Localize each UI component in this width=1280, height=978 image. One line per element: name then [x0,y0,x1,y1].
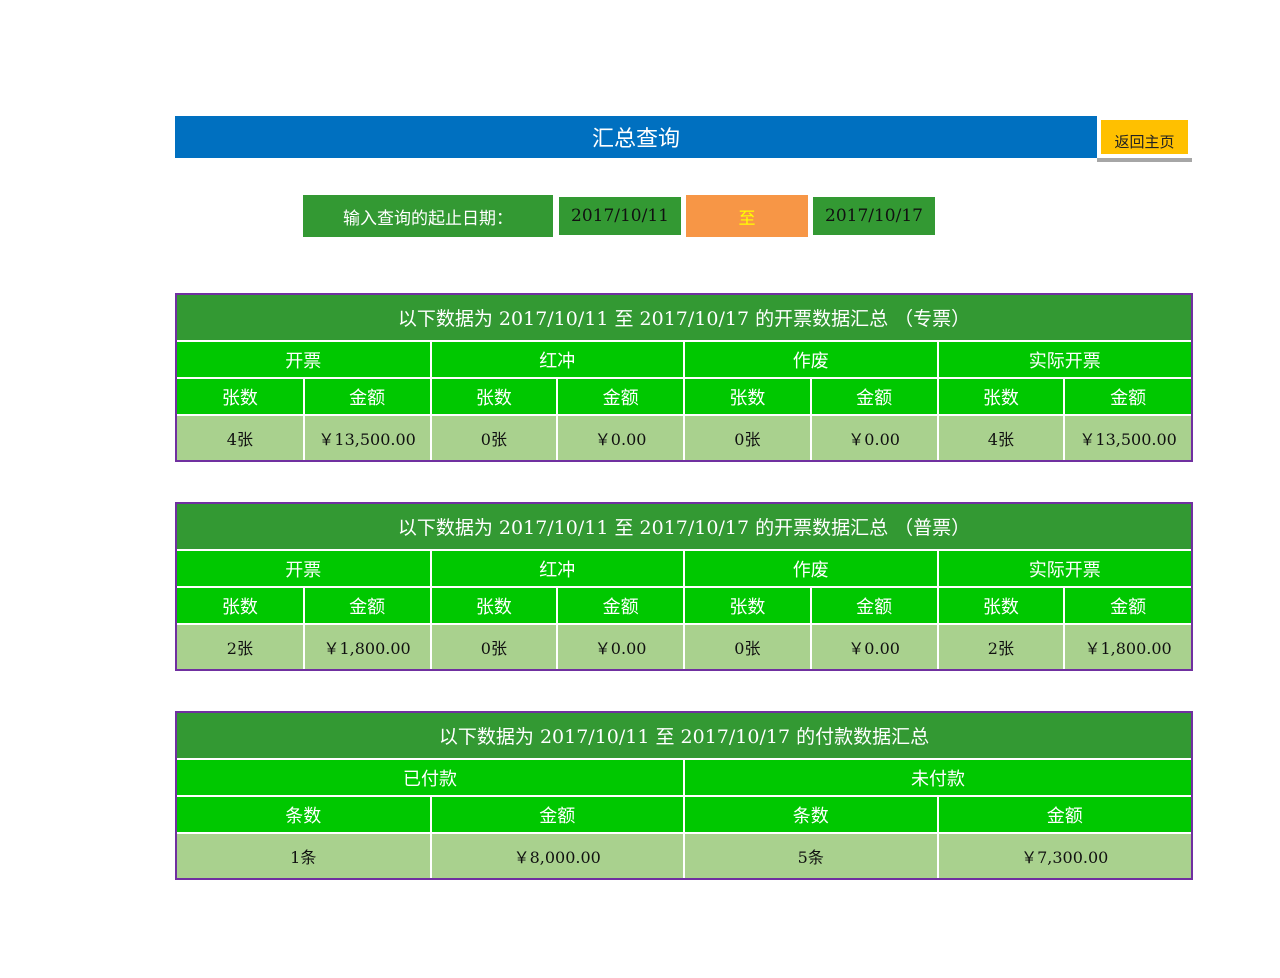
group-header: 实际开票 [936,549,1191,588]
data-cell: ￥0.00 [809,414,939,460]
start-date-field[interactable]: 2017/10/11 [559,197,681,235]
column-header: 张数 [177,586,305,625]
data-cell: ￥0.00 [556,414,685,460]
column-header: 张数 [429,377,559,416]
table-row: 2张 ￥1,800.00 0张 ￥0.00 0张 ￥0.00 2张 ￥1,800.00 [177,623,1191,669]
data-cell: ￥13,500.00 [302,414,432,460]
data-cell: 2张 [936,623,1066,669]
data-cell: 4张 [936,414,1066,460]
date-range-label: 输入查询的起止日期： [303,195,553,237]
group-header: 已付款 [177,758,685,797]
data-cell: ￥0.00 [809,623,939,669]
data-cell: 0张 [429,623,559,669]
group-header: 开票 [177,549,432,588]
column-header: 张数 [683,586,812,625]
data-cell: ￥0.00 [556,623,685,669]
group-header: 实际开票 [936,340,1191,379]
table-title: 以下数据为 2017/10/11 至 2017/10/17 的付款数据汇总 [177,713,1191,760]
column-header: 金额 [429,795,685,834]
normal-invoice-summary: 以下数据为 2017/10/11 至 2017/10/17 的开票数据汇总 （普… [175,502,1193,671]
group-header: 作废 [683,340,939,379]
data-cell: 0张 [683,414,812,460]
data-cell: ￥1,800.00 [1063,623,1191,669]
column-header: 金额 [1063,377,1191,416]
home-button-label: 返回主页 [1101,120,1188,154]
column-header: 条数 [177,795,432,834]
table-title: 以下数据为 2017/10/11 至 2017/10/17 的开票数据汇总 （普… [177,504,1191,551]
column-header: 张数 [177,377,305,416]
special-invoice-summary: 以下数据为 2017/10/11 至 2017/10/17 的开票数据汇总 （专… [175,293,1193,462]
data-cell: ￥13,500.00 [1063,414,1191,460]
data-cell: 0张 [683,623,812,669]
column-header: 张数 [936,586,1066,625]
end-date-field[interactable]: 2017/10/17 [813,197,935,235]
table-row: 4张 ￥13,500.00 0张 ￥0.00 0张 ￥0.00 4张 ￥13,500.00 [177,414,1191,460]
column-header: 金额 [556,586,685,625]
column-header: 张数 [936,377,1066,416]
table-row: 1条 ￥8,000.00 5条 ￥7,300.00 [177,832,1191,878]
column-header: 金额 [809,586,939,625]
column-header: 金额 [302,586,432,625]
column-header: 金额 [302,377,432,416]
payment-summary: 以下数据为 2017/10/11 至 2017/10/17 的付款数据汇总 已付款… [175,711,1193,880]
column-header: 金额 [809,377,939,416]
group-header: 红冲 [429,549,685,588]
data-cell: 0张 [429,414,559,460]
data-cell: 5条 [683,832,939,878]
column-header: 金额 [936,795,1191,834]
data-cell: ￥1,800.00 [302,623,432,669]
column-header: 金额 [556,377,685,416]
group-header: 红冲 [429,340,685,379]
page-title: 汇总查询 [175,116,1097,158]
home-button[interactable]: 返回主页 [1097,116,1192,162]
data-cell: 1条 [177,832,432,878]
group-header: 作废 [683,549,939,588]
data-cell: 2张 [177,623,305,669]
column-header: 金额 [1063,586,1191,625]
data-cell: ￥7,300.00 [936,832,1191,878]
column-header: 条数 [683,795,939,834]
group-header: 未付款 [683,758,1191,797]
column-header: 张数 [683,377,812,416]
date-separator: 至 [686,195,808,237]
table-title: 以下数据为 2017/10/11 至 2017/10/17 的开票数据汇总 （专… [177,295,1191,342]
data-cell: ￥8,000.00 [429,832,685,878]
data-cell: 4张 [177,414,305,460]
group-header: 开票 [177,340,432,379]
column-header: 张数 [429,586,559,625]
